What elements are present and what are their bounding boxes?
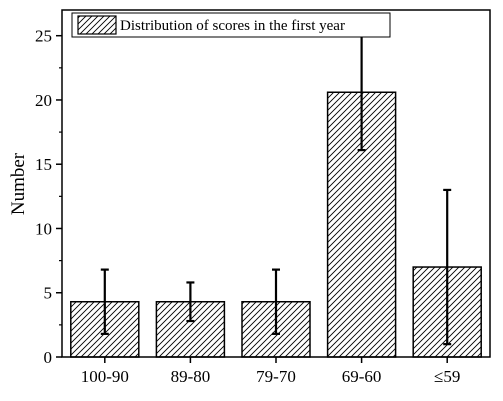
error-bar-3 <box>272 268 280 335</box>
y-axis-title: Number <box>8 152 29 215</box>
y-tick-label: 10 <box>35 219 52 238</box>
error-bar-5 <box>443 188 452 346</box>
error-bar-2 <box>186 281 195 323</box>
legend-box <box>71 12 391 38</box>
legend: Distribution of scores in the first year <box>71 12 391 38</box>
legend-swatch <box>77 15 117 35</box>
x-tick-label: 69-60 <box>342 367 382 386</box>
x-tick-label: 89-80 <box>171 367 211 386</box>
x-tick-label: ≤59 <box>434 367 460 386</box>
y-axis: 0 5 10 15 20 25 <box>35 27 62 367</box>
x-tick-label: 100-90 <box>81 367 129 386</box>
y-tick-label: 20 <box>35 91 52 110</box>
legend-label: Distribution of scores in the first year <box>120 18 345 34</box>
x-axis: 100-90 89-80 79-70 69-60 ≤59 <box>81 357 460 386</box>
y-tick-label: 5 <box>44 284 53 303</box>
x-tick-label: 79-70 <box>256 367 296 386</box>
error-bar-1 <box>100 268 109 335</box>
y-tick-label: 15 <box>35 155 52 174</box>
y-tick-label: 0 <box>44 348 53 367</box>
y-tick-label: 25 <box>35 27 52 46</box>
error-bars-layer <box>100 33 452 346</box>
